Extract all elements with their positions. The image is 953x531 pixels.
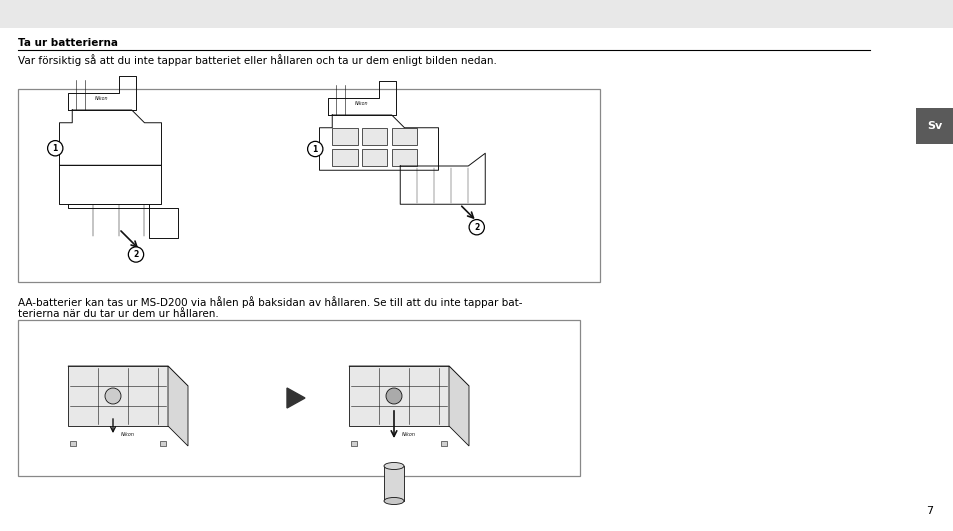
Bar <box>351 441 356 446</box>
Polygon shape <box>68 366 168 426</box>
Bar <box>915 108 953 144</box>
Bar <box>440 441 447 446</box>
Bar <box>361 128 387 145</box>
Polygon shape <box>68 366 188 386</box>
Bar <box>332 128 357 145</box>
Text: Ta ur batterierna: Ta ur batterierna <box>18 38 118 48</box>
Text: Nikon: Nikon <box>401 432 416 436</box>
Circle shape <box>105 388 121 404</box>
Text: Sv: Sv <box>926 121 942 131</box>
Bar <box>392 128 416 145</box>
Ellipse shape <box>384 498 403 504</box>
Bar <box>384 466 403 501</box>
Bar <box>0 0 953 28</box>
Polygon shape <box>349 366 449 426</box>
Text: 7: 7 <box>925 506 933 516</box>
Text: 1: 1 <box>313 144 317 153</box>
Bar <box>392 149 416 166</box>
Bar <box>332 149 357 166</box>
Polygon shape <box>287 388 305 408</box>
Bar <box>361 149 387 166</box>
Text: Nikon: Nikon <box>95 97 109 101</box>
Text: Nikon: Nikon <box>121 432 135 436</box>
Text: 2: 2 <box>133 250 138 259</box>
Text: AA-batterier kan tas ur MS-D200 via hålen på baksidan av hållaren. Se till att d: AA-batterier kan tas ur MS-D200 via håle… <box>18 296 522 308</box>
Text: terierna när du tar ur dem ur hållaren.: terierna när du tar ur dem ur hållaren. <box>18 309 218 319</box>
FancyBboxPatch shape <box>18 320 579 476</box>
Circle shape <box>307 141 322 157</box>
Ellipse shape <box>384 463 403 469</box>
Text: Var försiktig så att du inte tappar batteriet eller hållaren och ta ur dem enlig: Var försiktig så att du inte tappar batt… <box>18 54 497 66</box>
Bar <box>70 441 76 446</box>
Polygon shape <box>168 366 188 446</box>
Polygon shape <box>449 366 469 446</box>
Text: Nikon: Nikon <box>355 101 369 106</box>
Polygon shape <box>349 366 469 386</box>
Bar <box>160 441 166 446</box>
Text: 1: 1 <box>52 144 58 153</box>
Circle shape <box>48 141 63 156</box>
Circle shape <box>386 388 401 404</box>
Circle shape <box>469 219 484 235</box>
Text: 2: 2 <box>474 222 478 232</box>
FancyBboxPatch shape <box>18 89 599 282</box>
Circle shape <box>129 247 144 262</box>
